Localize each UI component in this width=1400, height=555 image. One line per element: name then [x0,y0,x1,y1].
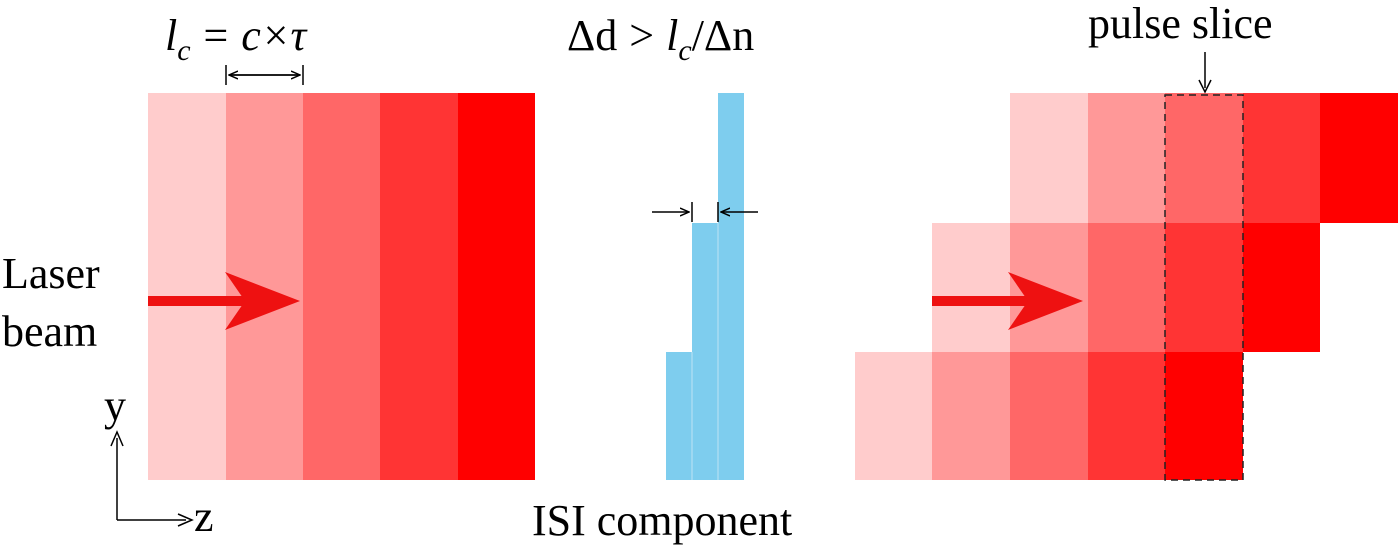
out-mid-3 [1088,223,1165,352]
isi-component-label: ISI component [532,496,792,545]
z-axis-label: z [194,492,214,541]
pulse-slice-box [1164,94,1244,481]
coherence-length-dimension [225,65,304,85]
pulse-slice-pointer [1198,52,1212,94]
out-bot-4 [1088,352,1165,480]
out-top-4 [1243,93,1320,223]
y-axis-label: y [104,381,126,430]
output-pulse [855,93,1398,480]
beam-label: beam [2,307,97,356]
out-mid-4 [1165,223,1243,352]
step-thickness-dimension [652,202,758,222]
isi-component-shape [666,93,744,480]
axes-indicator [110,430,194,527]
out-top-5 [1320,93,1398,223]
out-top-1 [1010,93,1088,223]
pulse-segment-3 [303,93,380,480]
laser-label: Laser [2,249,100,298]
out-bot-3 [1010,352,1088,480]
pulse-segment-5 [458,93,535,480]
out-bot-5 [1165,352,1243,480]
pulse-segment-4 [380,93,458,480]
out-bot-2 [932,352,1010,480]
step-condition-equation: Δd > lc/Δn [567,11,754,67]
input-pulse [148,93,535,480]
out-mid-5 [1243,223,1320,352]
pulse-slice-label: pulse slice [1088,0,1273,48]
out-mid-1 [932,223,1010,352]
coherence-length-equation: lc = c×τ [165,11,308,67]
pulse-segment-1 [148,93,226,480]
laser-beam-arrow [148,272,300,330]
output-beam-arrow [932,272,1083,330]
out-top-3 [1165,93,1243,223]
out-bot-1 [855,352,932,480]
out-top-2 [1088,93,1165,223]
